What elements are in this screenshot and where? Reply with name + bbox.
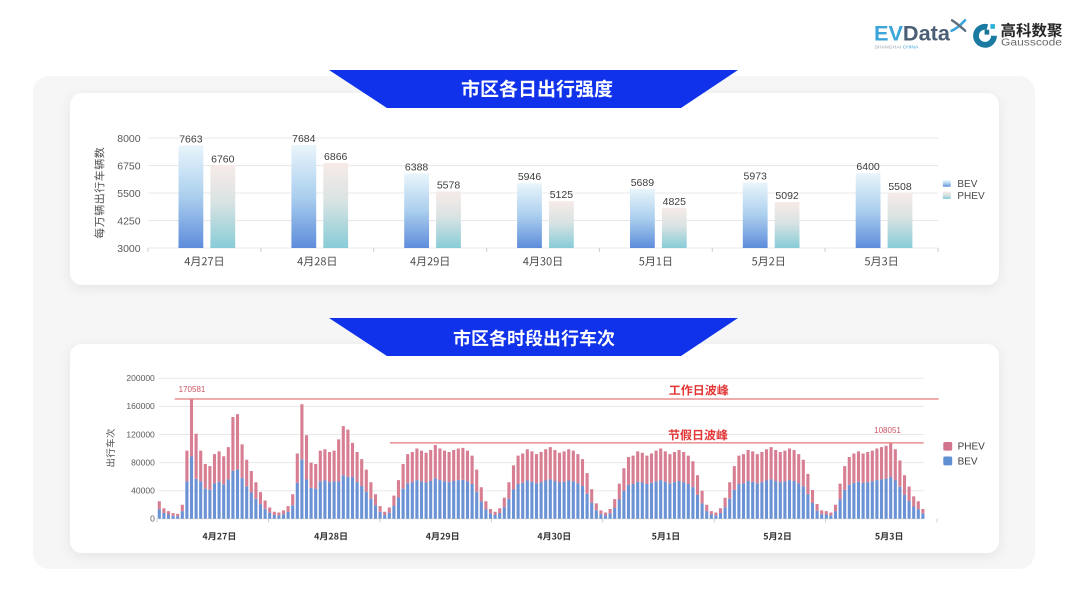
svg-text:6388: 6388	[405, 162, 429, 174]
svg-text:7663: 7663	[179, 133, 203, 145]
svg-text:5125: 5125	[550, 189, 574, 201]
svg-text:0: 0	[150, 514, 155, 524]
svg-text:5578: 5578	[437, 179, 461, 191]
svg-text:5689: 5689	[631, 177, 655, 189]
svg-text:6750: 6750	[117, 160, 141, 172]
svg-text:PHEV: PHEV	[957, 191, 985, 202]
svg-text:3000: 3000	[117, 243, 141, 255]
svg-text:EVData: EVData	[874, 22, 950, 45]
svg-text:PHEV: PHEV	[958, 442, 986, 453]
svg-text:BEV: BEV	[958, 457, 978, 468]
svg-text:6760: 6760	[211, 153, 235, 165]
svg-text:SHANGHAI CHINA: SHANGHAI CHINA	[875, 44, 919, 49]
svg-text:170581: 170581	[179, 385, 206, 394]
svg-text:Gausscode: Gausscode	[1001, 37, 1062, 49]
svg-text:5500: 5500	[117, 188, 141, 200]
svg-text:5946: 5946	[518, 171, 542, 183]
svg-text:6400: 6400	[856, 161, 880, 173]
svg-text:200000: 200000	[126, 373, 155, 383]
svg-text:80000: 80000	[131, 457, 155, 467]
svg-text:120000: 120000	[126, 429, 155, 439]
svg-text:6866: 6866	[324, 151, 348, 163]
svg-text:7684: 7684	[292, 133, 316, 145]
svg-text:BEV: BEV	[957, 179, 977, 190]
svg-text:4250: 4250	[117, 215, 141, 227]
svg-text:5092: 5092	[775, 190, 799, 202]
svg-text:40000: 40000	[131, 486, 155, 496]
svg-text:4825: 4825	[663, 196, 687, 208]
svg-text:160000: 160000	[126, 401, 155, 411]
svg-text:108051: 108051	[874, 426, 901, 435]
svg-text:5973: 5973	[744, 171, 768, 183]
svg-text:5508: 5508	[888, 181, 912, 193]
svg-text:8000: 8000	[117, 133, 141, 145]
